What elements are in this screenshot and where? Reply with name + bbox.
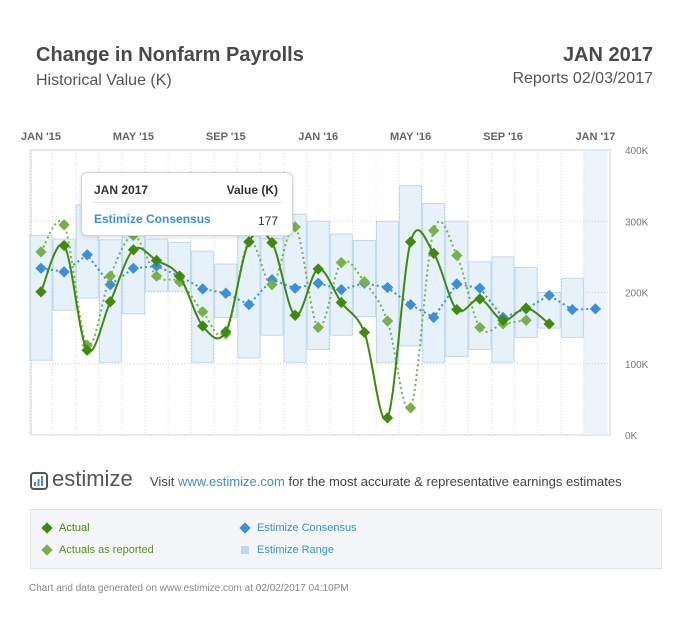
consensus-point — [451, 278, 463, 290]
consensus-point — [474, 282, 486, 294]
legend-actuals-reported-label: Actuals as reported — [59, 544, 154, 556]
actuals-reported-point — [35, 246, 47, 258]
actual-point — [474, 293, 486, 305]
consensus-point — [150, 260, 163, 272]
y-tick-label: 400K — [625, 146, 649, 157]
actual-point — [35, 286, 47, 298]
consensus-point — [589, 303, 602, 315]
tooltip-column-header: Value (K) — [226, 183, 278, 197]
consensus-point — [35, 262, 47, 274]
x-tick-label: JAN '15 — [21, 131, 61, 143]
actuals-reported-point — [404, 402, 417, 414]
x-tick-label: MAY '16 — [390, 131, 431, 143]
actual-point — [335, 296, 347, 309]
period-label: JAN 2017 — [562, 44, 653, 66]
actuals-reported-point — [474, 321, 486, 334]
legend-actual[interactable]: Actual — [41, 522, 90, 534]
consensus-point — [404, 298, 417, 311]
y-tick-label: 0K — [625, 431, 638, 442]
tooltip-series-name: Estimize Consensus — [94, 212, 211, 226]
actual-point — [289, 309, 301, 321]
actual-point — [58, 239, 70, 252]
consensus-point — [243, 298, 255, 311]
consensus-point — [335, 283, 347, 296]
x-tick-label: SEP '15 — [206, 131, 246, 143]
tooltip-value: 177 — [257, 214, 278, 228]
chart-subtitle: Historical Value (K) — [36, 72, 172, 89]
reports-date: Reports 02/03/2017 — [512, 70, 653, 87]
actuals-reported-marker-icon — [41, 544, 53, 556]
visit-prefix: Visit — [150, 474, 175, 489]
actual-point — [312, 263, 324, 275]
consensus-marker-icon — [239, 522, 251, 534]
x-tick-label: JAN '16 — [298, 131, 338, 143]
actuals-reported-point — [150, 270, 163, 282]
consensus-point — [543, 289, 555, 302]
range-marker-icon — [241, 546, 249, 555]
consensus-point — [381, 281, 394, 294]
range-bar — [399, 185, 423, 347]
legend-range-label: Estimize Range — [257, 544, 335, 556]
actual-point — [243, 236, 255, 248]
actual-point — [404, 236, 417, 248]
tooltip-divider — [92, 202, 282, 203]
range-bar — [29, 235, 53, 361]
actuals-reported-point — [266, 279, 278, 291]
legend-consensus-label: Estimize Consensus — [257, 522, 357, 534]
actuals-reported-point — [104, 270, 116, 282]
actual-point — [104, 296, 116, 308]
actual-point — [358, 326, 371, 339]
consensus-point — [220, 287, 232, 299]
consensus-point — [127, 262, 140, 274]
legend-actuals-reported[interactable]: Actuals as reported — [41, 544, 154, 556]
payrolls-chart[interactable]: 0K 100K 200K 300K 400K JAN '15 MAY '15 SEP '15 J… — [0, 120, 685, 460]
consensus-point — [197, 283, 209, 295]
x-tick-label: SEP '16 — [483, 131, 523, 143]
x-tick-label: MAY '15 — [113, 131, 154, 143]
range-bar — [514, 267, 538, 338]
legend-range[interactable]: Estimize Range — [241, 544, 334, 556]
consensus-point — [289, 282, 301, 294]
actuals-reported-point — [520, 314, 532, 326]
estimize-logo-icon[interactable] — [30, 470, 48, 492]
actual-point — [150, 254, 163, 267]
range-bar — [237, 227, 261, 359]
y-tick-label: 200K — [625, 289, 649, 300]
chart-tooltip: JAN 2017 Value (K) Estimize Consensus 17… — [81, 172, 293, 236]
actual-point — [497, 314, 509, 326]
estimize-link[interactable]: www.estimize.com — [177, 474, 285, 489]
actual-point — [451, 303, 463, 316]
actual-point — [520, 302, 532, 314]
actual-point — [543, 318, 555, 330]
actuals-reported-line — [40, 220, 527, 411]
chart-legend: Actual Actuals as reported Estimize Cons… — [30, 509, 662, 569]
consensus-point — [312, 277, 324, 289]
legend-actual-label: Actual — [59, 522, 90, 534]
visit-suffix: for the most accurate & representative e… — [288, 474, 622, 489]
x-tick-label: JAN '17 — [575, 131, 615, 143]
chart-title: Change in Nonfarm Payrolls — [36, 44, 304, 66]
actuals-reported-point — [197, 306, 209, 318]
consensus-point — [428, 311, 440, 324]
estimize-logo-text[interactable]: estimize — [52, 466, 133, 491]
actual-point — [220, 326, 232, 338]
consensus-point — [566, 303, 578, 316]
tooltip-period: JAN 2017 — [94, 183, 149, 197]
actuals-reported-point — [358, 276, 371, 288]
actuals-reported-point — [451, 249, 463, 262]
actual-point — [197, 320, 209, 332]
actuals-reported-point — [381, 315, 394, 327]
actual-point — [173, 270, 186, 282]
actuals-reported-point — [312, 321, 324, 334]
y-tick-label: 300K — [625, 217, 649, 228]
actual-point — [381, 412, 394, 424]
visit-line: Visit www.estimize.com for the most accu… — [150, 474, 622, 489]
actual-point — [428, 247, 440, 259]
footer-note: Chart and data generated on www.estimize… — [29, 583, 349, 594]
y-tick-label: 100K — [625, 360, 649, 371]
actual-marker-icon — [41, 522, 53, 534]
range-bar — [491, 256, 515, 363]
actuals-reported-point — [335, 256, 347, 269]
legend-consensus[interactable]: Estimize Consensus — [239, 522, 357, 534]
